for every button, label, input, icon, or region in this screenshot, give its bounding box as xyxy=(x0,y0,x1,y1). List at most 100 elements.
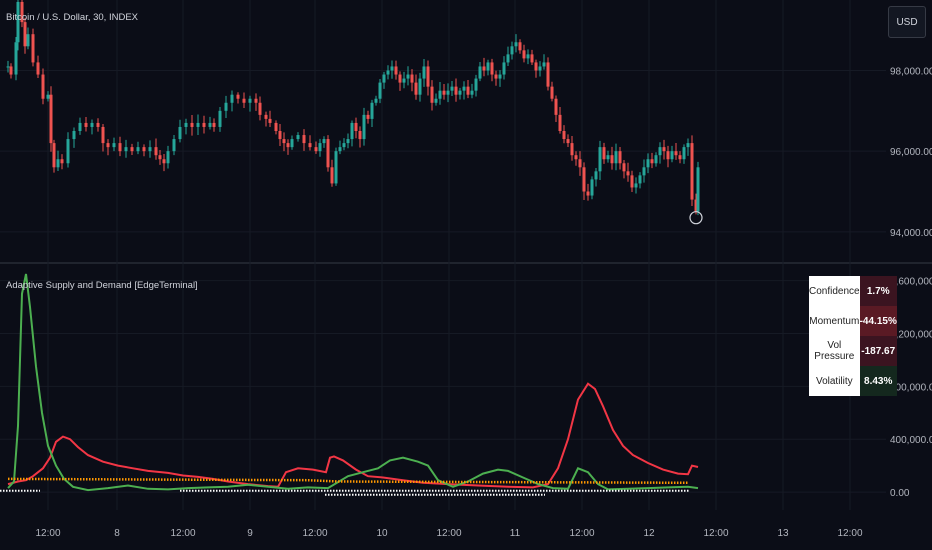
candle-body xyxy=(330,167,334,184)
candle-body xyxy=(602,147,606,160)
y-tick-label: 98,000.00 xyxy=(890,67,932,78)
stats-table: Confidence 1.7% Momentum -44.15% Vol Pre… xyxy=(809,276,897,396)
candle-body xyxy=(586,191,590,196)
candle-body xyxy=(630,175,634,188)
y-tick-label: 1,200,000.00 xyxy=(890,329,932,340)
candle-body xyxy=(338,147,342,152)
candle-body xyxy=(562,131,566,140)
candle-body xyxy=(90,122,94,127)
candle-body xyxy=(36,62,40,75)
stats-row-momentum: Momentum -44.15% xyxy=(809,306,897,336)
x-tick-label: 11 xyxy=(510,528,521,539)
candle-body xyxy=(578,159,582,168)
candle-body xyxy=(286,143,290,148)
candle-body xyxy=(254,98,258,103)
candle-body xyxy=(14,42,18,75)
candle-body xyxy=(650,159,654,164)
candle-body xyxy=(72,131,76,140)
x-tick-label: 10 xyxy=(376,528,388,539)
y-tick-label: 0.00 xyxy=(890,488,910,499)
candle-body xyxy=(374,98,378,103)
candle-body xyxy=(594,171,598,180)
candle-body xyxy=(518,42,522,51)
candle-body xyxy=(658,147,662,156)
y-tick-label: 400,000.00 xyxy=(890,435,932,446)
alert-marker-icon xyxy=(689,211,703,225)
candle-body xyxy=(264,114,268,119)
candle-body xyxy=(6,66,10,68)
candle-body xyxy=(674,151,678,156)
candle-body xyxy=(346,139,350,144)
candle-body xyxy=(308,143,312,148)
x-tick-label: 12 xyxy=(643,528,655,539)
candle-body xyxy=(666,151,670,160)
y-tick-label: 800,000.00 xyxy=(890,382,932,393)
candle-body xyxy=(526,54,530,59)
candle-body xyxy=(354,122,358,131)
candle-body xyxy=(382,74,386,83)
candle-body xyxy=(196,122,200,127)
currency-button[interactable]: USD xyxy=(888,6,926,38)
candle-body xyxy=(662,147,666,152)
axes: 12:00 8 12:00 9 12:00 10 12:00 11 12:00 12 12:00 13… xyxy=(35,67,932,540)
candle-body xyxy=(462,86,466,91)
candle-body xyxy=(430,86,434,103)
candle-body xyxy=(646,159,650,168)
x-tick-label: 12:00 xyxy=(170,528,195,539)
x-tick-label: 13 xyxy=(777,528,789,539)
candle-body xyxy=(478,66,482,79)
candle-body xyxy=(406,74,410,79)
candle-body xyxy=(334,151,338,184)
candle-body xyxy=(218,110,222,127)
stats-row-confidence: Confidence 1.7% xyxy=(809,276,897,306)
candle-body xyxy=(590,179,594,196)
candle-body xyxy=(610,155,614,164)
stats-row-vol-pressure: Vol Pressure -187.67 xyxy=(809,336,897,366)
candle-body xyxy=(322,139,326,144)
candle-body xyxy=(446,90,450,95)
candle-body xyxy=(172,139,176,152)
candle-body xyxy=(31,34,35,63)
candle-body xyxy=(494,74,498,79)
stats-label: Confidence xyxy=(809,276,860,306)
candle-body xyxy=(458,90,462,95)
candle-body xyxy=(386,70,390,75)
stats-label: Momentum xyxy=(809,306,860,336)
candle-body xyxy=(358,131,362,140)
candle-body xyxy=(390,66,394,71)
candle-body xyxy=(454,86,458,95)
candle-body xyxy=(402,78,406,83)
candle-body xyxy=(542,62,546,67)
candle-body xyxy=(438,90,442,99)
stats-value: -187.67 xyxy=(859,336,897,366)
candle-body xyxy=(41,74,45,99)
candle-body xyxy=(296,135,300,140)
candle-body xyxy=(498,74,502,79)
candle-body xyxy=(418,78,422,95)
candle-body xyxy=(49,94,53,144)
threshold-line xyxy=(7,477,689,485)
candle-body xyxy=(326,139,330,168)
candle-body xyxy=(278,131,282,140)
candle-body xyxy=(570,143,574,156)
candle-body xyxy=(554,98,558,115)
candle-body xyxy=(450,86,454,91)
candle-body xyxy=(184,122,188,127)
y-tick-label: 94,000.00 xyxy=(890,228,932,239)
candle-body xyxy=(26,34,30,47)
x-tick-label: 12:00 xyxy=(569,528,594,539)
candle-body xyxy=(538,66,542,71)
candle-body xyxy=(314,147,318,152)
y-tick-label: 1,600,000.00 xyxy=(890,277,932,288)
candle-body xyxy=(274,122,278,131)
candle-body xyxy=(470,90,474,95)
candle-body xyxy=(410,74,414,83)
candle-body xyxy=(598,147,602,172)
candle-body xyxy=(546,62,550,87)
candle-body xyxy=(282,139,286,144)
candle-body xyxy=(212,122,216,127)
x-tick-label: 12:00 xyxy=(35,528,60,539)
candle-body xyxy=(642,167,646,176)
candle-body xyxy=(166,151,170,164)
candle-body xyxy=(378,82,382,99)
